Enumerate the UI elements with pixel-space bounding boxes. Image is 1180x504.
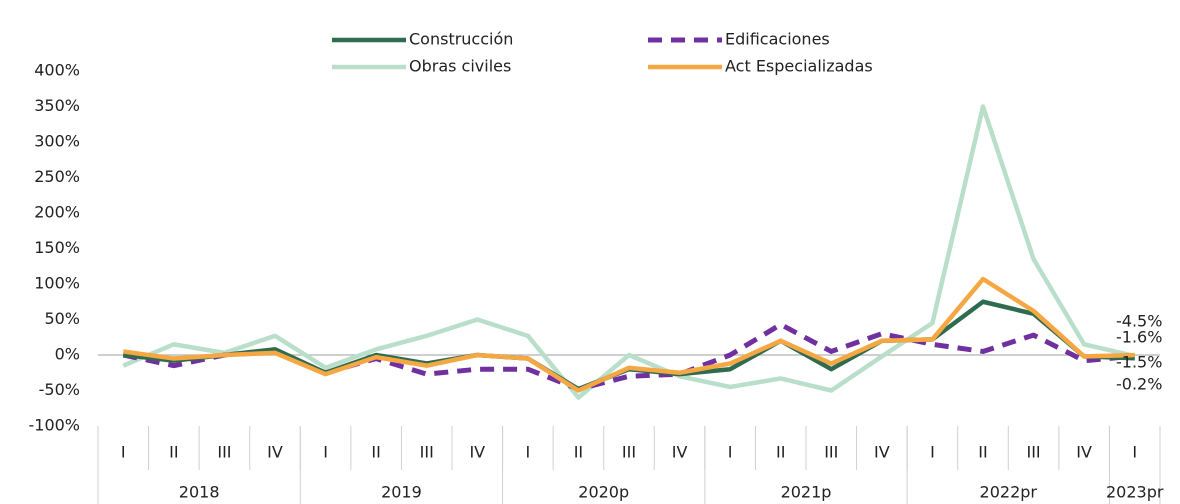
legend-label: Edificaciones [725, 30, 830, 49]
y-tick-label: 250% [34, 167, 80, 186]
group-label: 2023pr [1106, 483, 1164, 502]
data-label: -1.6% [1116, 328, 1162, 347]
x-tick-label: I [1132, 443, 1137, 462]
x-tick-label: IV [672, 443, 688, 462]
y-tick-label: 50% [44, 309, 80, 328]
x-tick-label: I [930, 443, 935, 462]
y-tick-label: 0% [55, 345, 80, 364]
x-tick-label: III [420, 443, 434, 462]
x-tick-label: II [776, 443, 785, 462]
x-tick-label: II [574, 443, 583, 462]
group-label: 2019 [381, 483, 422, 502]
y-tick-label: 400% [34, 61, 80, 80]
x-tick-label: I [121, 443, 126, 462]
x-tick-label: III [824, 443, 838, 462]
series-line [123, 299, 1135, 392]
x-tick-label: IV [1076, 443, 1092, 462]
y-tick-label: 350% [34, 96, 80, 115]
y-tick-label: -50% [39, 380, 80, 399]
group-label: 2020p [578, 483, 629, 502]
x-tick-label: III [622, 443, 636, 462]
group-label: 2018 [179, 483, 220, 502]
y-tick-label: -100% [28, 416, 80, 435]
x-tick-label: I [323, 443, 328, 462]
x-tick-label: IV [469, 443, 485, 462]
y-tick-label: 150% [34, 238, 80, 257]
series-line [122, 104, 1136, 400]
y-tick-label: 100% [34, 274, 80, 293]
x-tick-label: III [217, 443, 231, 462]
legend-label: Obras civiles [409, 57, 511, 76]
legend-label: Act Especializadas [725, 57, 873, 76]
data-label: -1.5% [1116, 353, 1162, 372]
legend-label: Construcción [409, 30, 513, 49]
x-tick-label: I [525, 443, 530, 462]
x-tick-label: IV [874, 443, 890, 462]
data-label: -0.2% [1116, 375, 1162, 394]
group-label: 2022pr [980, 483, 1038, 502]
x-tick-label: IV [267, 443, 283, 462]
x-tick-label: III [1026, 443, 1040, 462]
group-label: 2021p [781, 483, 832, 502]
x-tick-label: I [728, 443, 733, 462]
y-tick-label: 200% [34, 203, 80, 222]
data-label: -4.5% [1116, 312, 1162, 331]
x-tick-label: II [978, 443, 987, 462]
y-tick-label: 300% [34, 132, 80, 151]
series-line [122, 276, 1135, 393]
x-tick-label: II [371, 443, 380, 462]
x-tick-label: II [169, 443, 178, 462]
